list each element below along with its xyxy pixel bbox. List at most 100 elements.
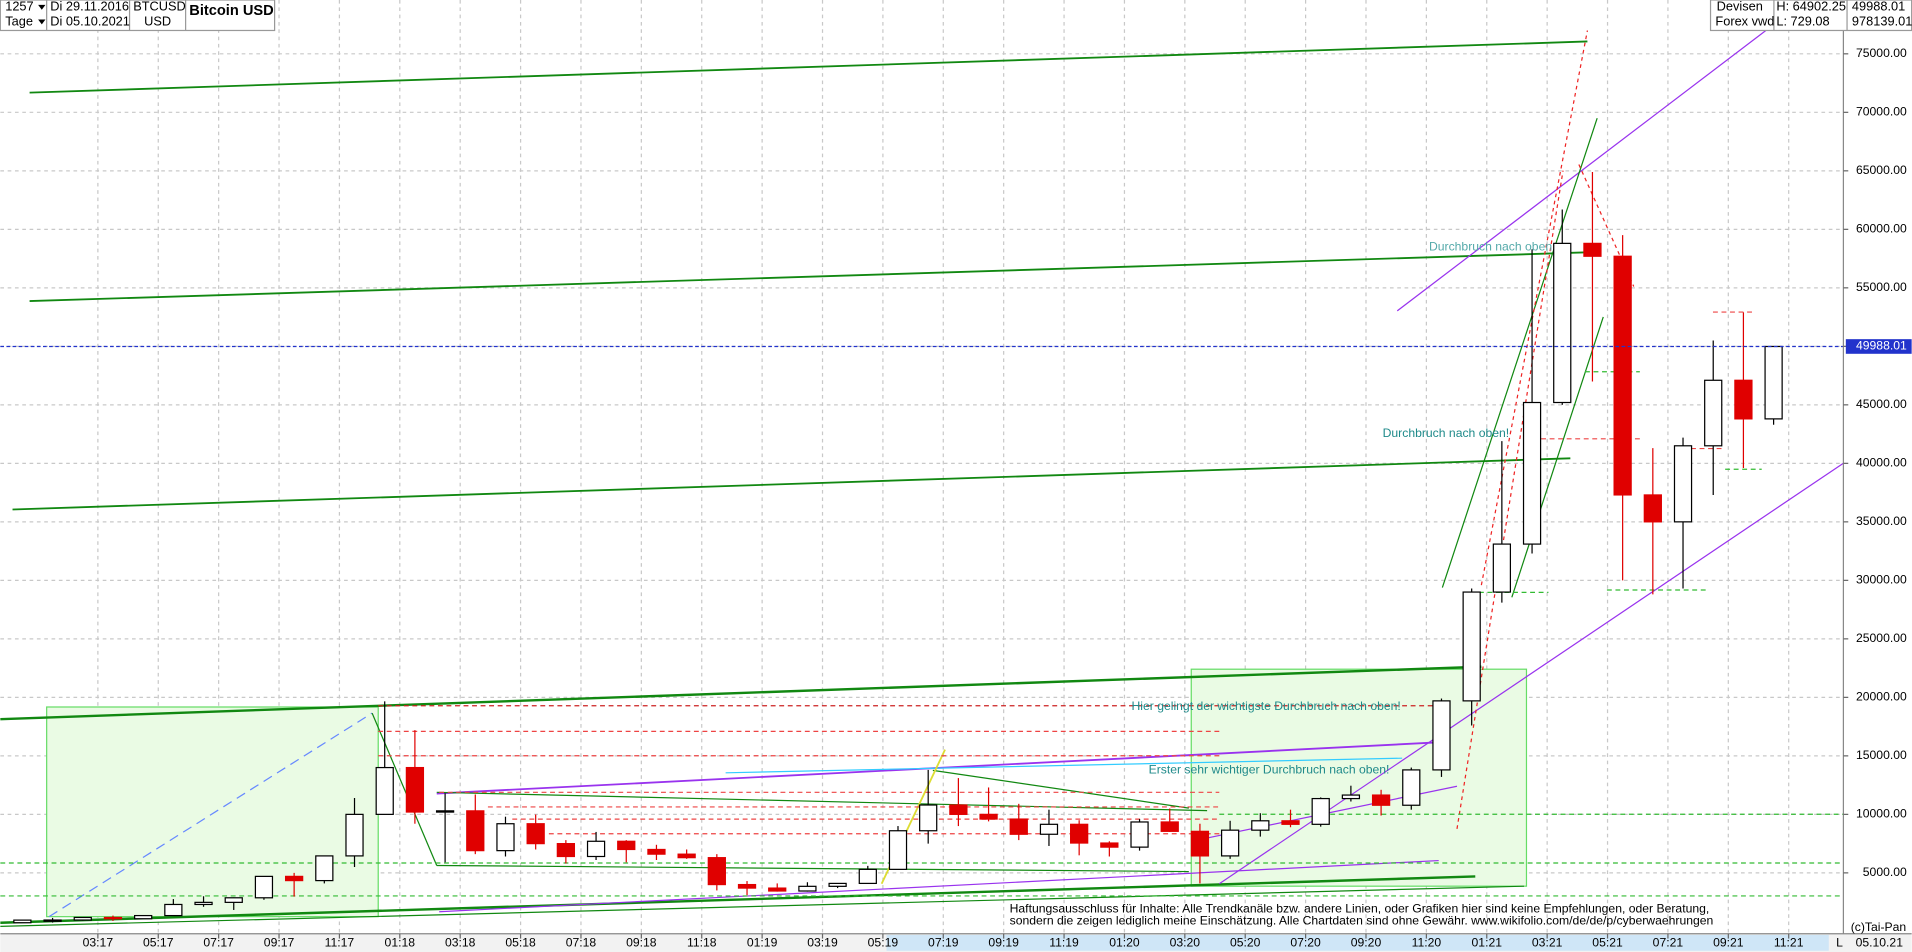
x-tick-label: 11:18 (687, 936, 717, 950)
candle-body (103, 916, 123, 920)
x-tick-label: 11:17 (325, 936, 355, 950)
start-date[interactable]: Di 29.11.2016 (50, 0, 129, 14)
time-axis-highlight (886, 934, 1829, 951)
x-tick-label: 05:21 (1592, 936, 1623, 950)
x-tick-label: 05:18 (505, 936, 536, 950)
candle-body (134, 914, 153, 920)
candle-body (556, 843, 576, 858)
candle-body (345, 813, 364, 857)
y-tick-label: 70000.00 (1856, 105, 1907, 119)
axis-mode[interactable]: L (1836, 936, 1843, 950)
candle-body (707, 857, 726, 886)
candle-body (888, 830, 908, 870)
x-tick-label: 09:18 (626, 936, 657, 950)
y-tick-label: 60000.00 (1856, 222, 1907, 236)
x-tick-label: 01:20 (1109, 936, 1140, 950)
candle-body (254, 875, 274, 899)
copyright: (c)Tai-Pan (1851, 920, 1906, 934)
x-tick-label: 09:17 (264, 936, 295, 950)
candle-body (13, 919, 32, 924)
trend-line (725, 757, 1403, 774)
candle-body (284, 875, 304, 882)
candle-body (1553, 242, 1572, 404)
candle-body (1251, 820, 1270, 831)
x-tick-label: 03:18 (445, 936, 476, 950)
axis-end-date: 05.10.21 (1856, 936, 1904, 950)
x-tick-label: 09:19 (988, 936, 1019, 950)
y-tick-label: 45000.00 (1856, 397, 1907, 411)
y-tick-label: 10000.00 (1856, 807, 1907, 821)
x-tick-label: 01:18 (385, 936, 416, 950)
candle-body (586, 840, 606, 858)
trend-line (29, 251, 1588, 302)
x-tick-label: 05:17 (143, 936, 174, 950)
candle-body (1764, 345, 1783, 420)
candle-body (1039, 823, 1059, 835)
axis-labels: 5000.00 10000.00 15000.00 20000.00 25000.00 3… (83, 46, 1912, 950)
trend-drawings (0, 23, 1844, 928)
candle-body (617, 840, 636, 851)
x-tick-label: 03:19 (807, 936, 838, 950)
candle-body (677, 853, 696, 859)
candle-body (164, 903, 183, 917)
trend-line (371, 712, 438, 866)
symbol: BTCUSD (133, 0, 186, 14)
zone-box (46, 706, 379, 918)
trend-line (1441, 118, 1598, 588)
candle-body (737, 883, 757, 889)
zone-box (1190, 668, 1528, 887)
last-price-box (1845, 339, 1912, 354)
last-price-label: 49988.01 (1856, 339, 1907, 353)
candle-body (375, 766, 394, 815)
volume-label: 978139.01 (1852, 13, 1912, 28)
candle-body (1281, 820, 1300, 825)
annotation: Durchbruch nach oben (1429, 240, 1552, 254)
market: Devisen (1717, 0, 1763, 14)
annotation: Erster sehr wichtiger Durchbruch nach ob… (1149, 763, 1390, 777)
trend-line (12, 457, 1571, 511)
x-tick-label: 07:19 (928, 936, 959, 950)
end-date[interactable]: Di 05.10.2021 (50, 13, 130, 28)
trend-line (0, 665, 1482, 721)
candle-body (1613, 255, 1632, 496)
source: Forex vwd (1715, 13, 1774, 28)
candle-body (798, 885, 817, 892)
y-tick-label: 35000.00 (1856, 514, 1907, 528)
y-tick-label: 5000.00 (1863, 865, 1907, 879)
period-count[interactable]: 1257 (5, 0, 33, 14)
x-tick-label: 07:17 (203, 936, 234, 950)
candle-body (1643, 494, 1662, 523)
x-tick-label: 03:17 (83, 936, 114, 950)
x-tick-label: 01:21 (1472, 936, 1503, 950)
candle-body (1583, 242, 1602, 257)
trend-line (48, 712, 373, 918)
y-tick-label: 65000.00 (1856, 163, 1907, 177)
x-tick-label: 03:21 (1532, 936, 1563, 950)
chart-title: Bitcoin USD (189, 3, 273, 19)
candle-body (405, 766, 425, 813)
low-label: L: 729.08 (1776, 13, 1829, 28)
candle-body (1341, 794, 1361, 800)
candle-body (858, 868, 877, 885)
trend-line (439, 859, 1439, 913)
x-tick-label: 07:18 (566, 936, 597, 950)
trend-line (1511, 316, 1604, 598)
candle-body (466, 810, 485, 852)
x-tick-label: 01:19 (747, 936, 778, 950)
candle-body (435, 810, 455, 813)
candle-body (1704, 379, 1723, 447)
candle-body (1100, 842, 1119, 848)
y-tick-label: 25000.00 (1856, 631, 1907, 645)
candle-body (919, 804, 938, 832)
candle-body (1220, 829, 1240, 857)
candle-body (496, 823, 515, 852)
candle-body (1190, 830, 1210, 857)
candle-body (1462, 591, 1481, 702)
period-unit[interactable]: Tage (5, 13, 33, 28)
candle-body (1371, 794, 1391, 806)
trend-line (436, 864, 1189, 873)
candles (0, 172, 1844, 924)
x-tick-label: 11:19 (1049, 936, 1079, 950)
candle-body (1160, 821, 1179, 832)
